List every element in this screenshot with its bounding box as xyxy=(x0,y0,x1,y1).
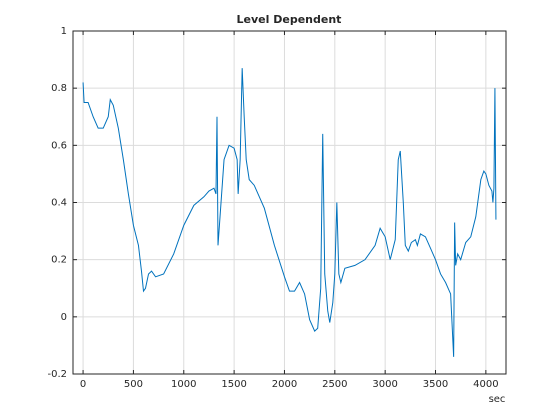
x-tick-label: 4000 xyxy=(473,379,498,390)
y-tick-label: 0 xyxy=(61,312,67,323)
x-tick-label: 2000 xyxy=(272,379,297,390)
y-tick-label: 1 xyxy=(61,26,67,37)
x-tick-label: 3500 xyxy=(423,379,448,390)
chart-title: Level Dependent xyxy=(237,13,342,26)
x-tick-label: 3000 xyxy=(372,379,397,390)
x-tick-label: 1500 xyxy=(221,379,246,390)
x-tick-label: 0 xyxy=(80,379,86,390)
x-tick-label: 500 xyxy=(124,379,143,390)
axes-box xyxy=(72,30,507,375)
y-tick-label: 0.4 xyxy=(51,198,67,209)
y-tick-label: 0.6 xyxy=(51,140,67,151)
y-tick-label: 0.8 xyxy=(51,83,67,94)
data-line xyxy=(82,68,497,357)
x-tick-label: 2500 xyxy=(322,379,347,390)
y-tick-label: 0.2 xyxy=(51,255,67,266)
x-tick-label: 1000 xyxy=(171,379,196,390)
x-axis-label: sec xyxy=(489,394,506,405)
y-tick-label: -0.2 xyxy=(47,369,67,380)
